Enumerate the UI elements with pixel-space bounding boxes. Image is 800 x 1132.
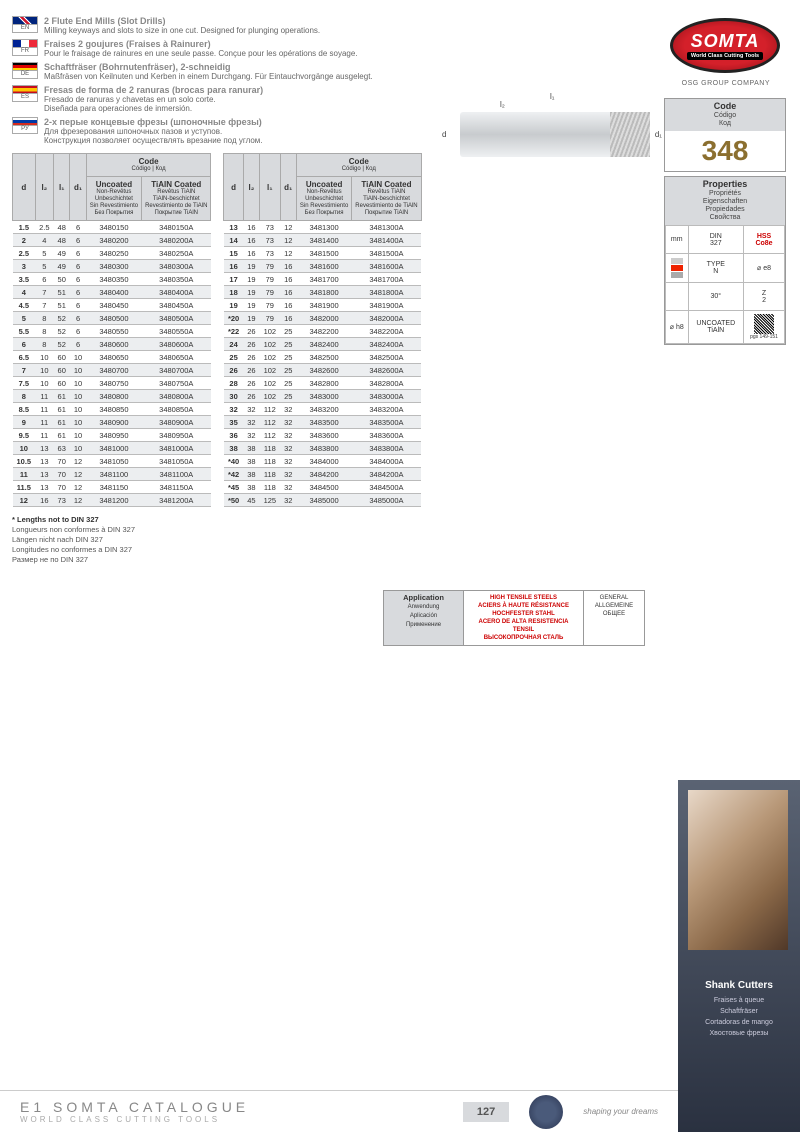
table-row: 2.5549634802503480250A	[13, 247, 211, 260]
group-company: OSG GROUP COMPANY	[682, 80, 770, 87]
table-row: 36321123234836003483600A	[224, 429, 421, 442]
category-sidebar: Shank Cutters Fraises à queue Schaftfräs…	[678, 780, 800, 1132]
table-row: 1516731234815003481500A	[224, 247, 421, 260]
table-row: 1719791634817003481700A	[224, 273, 421, 286]
application-box: Application Anwendung Aplicación Примене…	[383, 590, 645, 646]
spec-table-1: dl₂l₁d₁CodeCódigo | Код UncoatedNon-Revê…	[12, 153, 211, 507]
properties-box: Properties Propriétés Eigenschaften Prop…	[664, 176, 786, 345]
catalogue-title: E1 SOMTA CATALOGUE WORLD CLASS CUTTING T…	[20, 1099, 249, 1124]
table-row: 911611034809003480900A	[13, 416, 211, 429]
table-row: 25261022534825003482500A	[224, 351, 421, 364]
table-row: 10.513701234810503481050A	[13, 455, 211, 468]
table-row: 9.511611034809503480950A	[13, 429, 211, 442]
table-row: *42381183234842003484200A	[224, 468, 421, 481]
table-row: 2448634802003480200A	[13, 234, 211, 247]
product-code: 348	[665, 131, 785, 171]
table-row: 1013631034810003481000A	[13, 442, 211, 455]
table-row: 38381183234838003483800A	[224, 442, 421, 455]
table-row: 3.5650634803503480350A	[13, 273, 211, 286]
lang-row-EN: EN2 Flute End Mills (Slot Drills)Milling…	[12, 16, 492, 35]
table-row: *45381183234845003484500A	[224, 481, 421, 494]
table-row: 8.511611034808503480850A	[13, 403, 211, 416]
brand-logo: SOMTA World Class Cutting Tools	[670, 18, 780, 73]
code-box: CodeCódigoКод 348	[664, 98, 786, 172]
table-row: 11.513701234811503481150A	[13, 481, 211, 494]
table-row: 3549634803003480300A	[13, 260, 211, 273]
table-row: *40381183234840003484000A	[224, 455, 421, 468]
brand-name: SOMTA	[691, 31, 760, 52]
table-row: 710601034807003480700A	[13, 364, 211, 377]
table-row: 7.510601034807503480750A	[13, 377, 211, 390]
table-row: 30261022534830003483000A	[224, 390, 421, 403]
table-row: *22261022534822003482200A	[224, 325, 421, 338]
table-row: *50451253234850003485000A	[224, 494, 421, 507]
footnote: * Lengths not to DIN 327 Longueurs non c…	[12, 515, 788, 565]
table-row: 4751634804003480400A	[13, 286, 211, 299]
table-row: 6852634806003480600A	[13, 338, 211, 351]
table-row: 35321123234835003483500A	[224, 416, 421, 429]
table-row: 5852634805003480500A	[13, 312, 211, 325]
page-number: 127	[463, 1102, 509, 1122]
table-row: 1919791634819003481900A	[224, 299, 421, 312]
page-footer: E1 SOMTA CATALOGUE WORLD CLASS CUTTING T…	[0, 1090, 678, 1132]
table-row: 4.5751634804503480450A	[13, 299, 211, 312]
table-row: 1819791634818003481800A	[224, 286, 421, 299]
table-row: 1416731234814003481400A	[224, 234, 421, 247]
table-row: 1.52.548634801503480150A	[13, 221, 211, 234]
tool-diagram: d l₂ l₁ d₁	[370, 100, 650, 165]
table-row: 26261022534826003482600A	[224, 364, 421, 377]
table-row: 28261022534828003482800A	[224, 377, 421, 390]
brand-tagline: World Class Cutting Tools	[687, 52, 763, 60]
table-row: 32321123234832003483200A	[224, 403, 421, 416]
cutter-image	[688, 790, 788, 950]
table-row: 1216731234812003481200A	[13, 494, 211, 507]
table-row: 811611034808003480800A	[13, 390, 211, 403]
lang-row-FR: FRFraises 2 goujures (Fraises à Rainurer…	[12, 39, 492, 58]
osg-logo-icon	[529, 1095, 563, 1129]
table-row: 1316731234813003481300A	[224, 221, 421, 234]
table-row: 1619791634816003481600A	[224, 260, 421, 273]
spec-table-2: dl₂l₁d₁CodeCódigo | Код UncoatedNon-Revê…	[223, 153, 421, 507]
lang-row-DE: DESchaftfräser (Bohrnutenfräser), 2-schn…	[12, 62, 492, 81]
table-row: 5.5852634805503480550A	[13, 325, 211, 338]
table-row: 6.510601034806503480650A	[13, 351, 211, 364]
table-row: *2019791634820003482000A	[224, 312, 421, 325]
table-row: 1113701234811003481100A	[13, 468, 211, 481]
table-row: 24261022534824003482400A	[224, 338, 421, 351]
